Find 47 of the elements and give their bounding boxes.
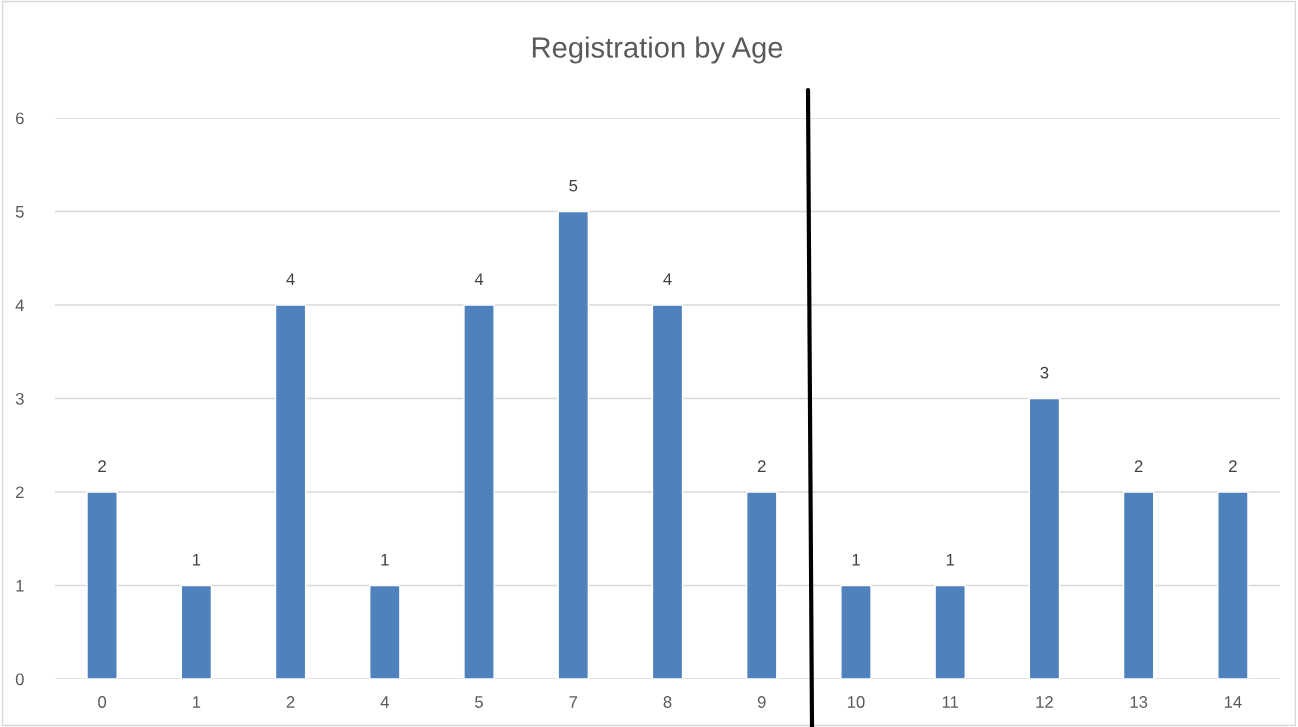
bar — [274, 304, 307, 679]
data-label: 4 — [663, 273, 672, 285]
bar — [557, 210, 590, 679]
x-tick-label: 8 — [663, 696, 672, 708]
data-label: 4 — [474, 273, 484, 285]
y-tick-label: 0 — [15, 673, 24, 686]
bar — [1122, 491, 1155, 679]
data-label: 4 — [286, 273, 295, 285]
bar — [745, 491, 778, 679]
bar — [934, 584, 966, 679]
data-label: 1 — [192, 553, 201, 566]
x-tick-label: 7 — [569, 696, 578, 708]
y-tick-label: 1 — [16, 580, 24, 592]
data-label: 1 — [946, 553, 955, 566]
data-label: 2 — [1229, 460, 1237, 472]
x-tick-label: 5 — [475, 696, 483, 708]
x-tick-label: 1 — [192, 696, 201, 708]
bar — [1028, 397, 1061, 679]
x-tick-label: 12 — [1036, 696, 1053, 708]
data-label: 1 — [381, 553, 389, 566]
bar — [180, 584, 213, 679]
x-tick-label: 10 — [847, 696, 865, 708]
bar — [840, 584, 872, 679]
x-tick-label: 0 — [98, 696, 107, 708]
x-tick-label: 14 — [1224, 696, 1242, 708]
y-tick-label: 6 — [16, 112, 24, 125]
x-tick-label: 11 — [942, 696, 959, 708]
data-label: 2 — [98, 460, 106, 472]
data-label: 2 — [757, 460, 766, 472]
chart-title: Registration by Age — [532, 36, 783, 64]
x-tick-label: 9 — [757, 696, 766, 708]
x-tick-label: 4 — [380, 696, 389, 708]
data-label: 2 — [1134, 460, 1143, 472]
bar — [463, 304, 495, 679]
x-tick-label: 2 — [286, 696, 295, 708]
y-tick-label: 2 — [16, 486, 24, 499]
data-label: 5 — [569, 179, 578, 192]
bar — [1217, 491, 1249, 679]
bar — [86, 491, 118, 679]
y-tick-label: 4 — [15, 299, 24, 312]
bar — [651, 304, 684, 679]
bar — [369, 584, 401, 679]
y-tick-label: 3 — [15, 392, 24, 405]
y-tick-label: 5 — [15, 206, 24, 218]
data-label: 3 — [1040, 366, 1049, 379]
data-label: 1 — [852, 553, 860, 566]
x-tick-label: 13 — [1130, 696, 1148, 708]
